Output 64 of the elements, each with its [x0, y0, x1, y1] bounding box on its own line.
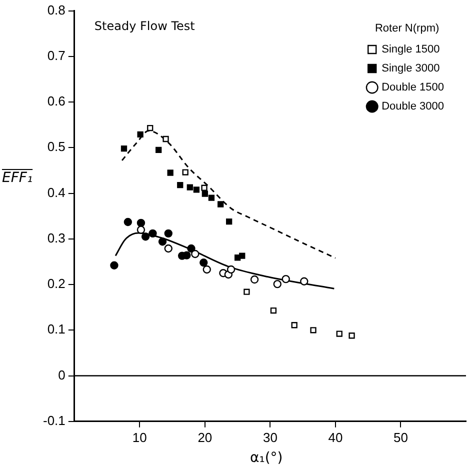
point	[193, 186, 200, 193]
point	[291, 322, 298, 328]
point	[300, 277, 308, 286]
point	[239, 252, 246, 259]
point	[158, 238, 167, 246]
x-axis-title: α₁(°)	[250, 450, 283, 466]
y-axis-title: EFF₁	[2, 170, 33, 186]
y-tick-label: 0.3	[47, 230, 66, 246]
point	[244, 288, 250, 295]
legend-label: Double 1500	[382, 82, 444, 94]
point	[273, 280, 282, 288]
point	[141, 232, 150, 241]
point	[124, 218, 132, 226]
point	[310, 327, 316, 334]
point	[156, 146, 162, 154]
point	[167, 170, 174, 176]
point	[120, 146, 128, 152]
legend-label: Single 1500	[382, 44, 440, 56]
point	[110, 261, 118, 270]
point	[202, 190, 208, 197]
point	[182, 251, 191, 260]
point	[136, 218, 146, 228]
x-tick-label: 10	[132, 430, 147, 445]
point	[136, 226, 146, 234]
legend-title: Roter N(rpm)	[374, 22, 440, 34]
y-tick-label: 0.8	[47, 2, 66, 18]
y-tick-label: 0.6	[47, 94, 66, 109]
point	[218, 201, 224, 208]
point	[226, 218, 232, 225]
y-tick-label: 0.2	[47, 276, 66, 292]
point	[226, 265, 236, 274]
point	[336, 330, 342, 337]
point	[201, 184, 208, 191]
point	[164, 229, 172, 238]
point	[186, 184, 193, 190]
point	[191, 250, 200, 258]
y-tick-label: 0.4	[47, 184, 66, 200]
point	[137, 131, 144, 138]
y-tick-label: -0.1	[42, 412, 66, 428]
point	[282, 274, 290, 284]
y-tick-label: 0	[58, 367, 66, 382]
legend-label: Single 3000	[382, 62, 440, 75]
x-tick-label: 50	[394, 430, 408, 445]
point	[182, 169, 188, 176]
x-tick-label: 40	[328, 430, 343, 445]
point	[270, 307, 277, 314]
point	[187, 244, 196, 253]
point	[162, 136, 169, 142]
point	[147, 124, 154, 132]
y-tick-label: 0.5	[47, 139, 66, 154]
x-tick-label: 20	[198, 430, 212, 445]
legend-label: Double 3000	[382, 100, 444, 113]
text: Steady Flow Test	[94, 18, 196, 33]
point	[148, 229, 157, 238]
x-tick-label: 30	[262, 430, 278, 445]
point	[177, 182, 184, 188]
point	[202, 265, 211, 274]
point	[250, 275, 259, 284]
point	[208, 194, 215, 201]
y-tick-label: 0.7	[47, 48, 66, 63]
point	[348, 332, 355, 339]
point	[164, 244, 172, 253]
point	[200, 258, 208, 267]
y-tick-label: 0.1	[47, 322, 66, 337]
